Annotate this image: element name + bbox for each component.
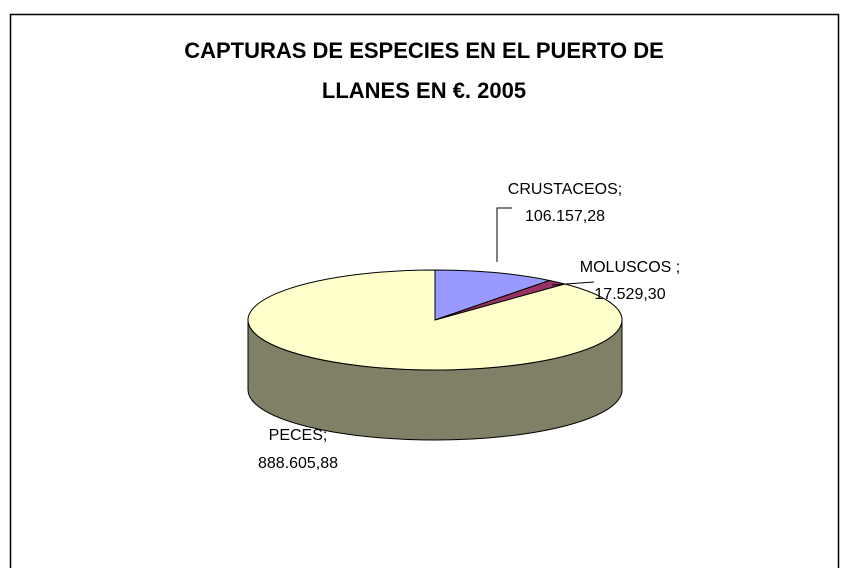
data-label-name: PECES; — [269, 427, 328, 444]
data-label-name: CRUSTACEOS; — [508, 181, 622, 198]
slice — [434, 269, 552, 321]
data-label-value: 888.605,88 — [258, 455, 338, 472]
chart-title: LLANES EN €. 2005 — [322, 78, 526, 103]
chart-frame — [9, 13, 840, 568]
data-label-value: 17.529,30 — [594, 286, 665, 303]
slice — [247, 269, 623, 371]
chart-title: CAPTURAS DE ESPECIES EN EL PUERTO DE — [184, 38, 664, 63]
leader-line — [551, 281, 595, 286]
data-label-name: MOLUSCOS ; — [580, 259, 680, 276]
data-label-value: 106.157,28 — [525, 208, 605, 225]
leader-line — [496, 207, 512, 262]
